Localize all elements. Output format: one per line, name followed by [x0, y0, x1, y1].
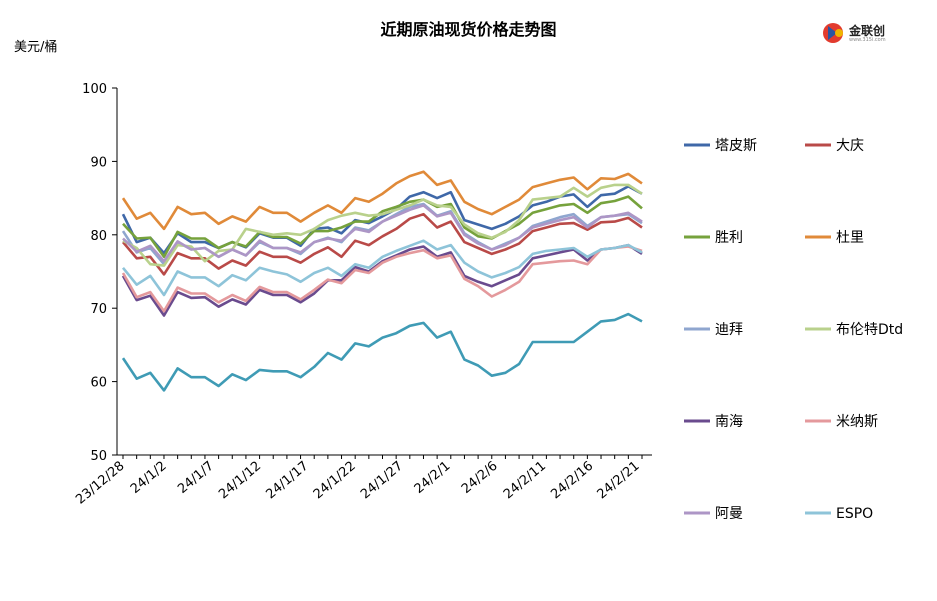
brand-logo: 金联创 www.315i.com: [822, 20, 902, 48]
series-line-9: [121, 239, 643, 297]
chart-series-lines: [121, 170, 643, 392]
series-line-5: [122, 183, 643, 267]
series-line-2: [122, 195, 643, 259]
x-tick-label: 24/2/21: [595, 459, 643, 503]
brand-logo-sub: www.315i.com: [849, 37, 886, 43]
x-tick-label: 24/2/1: [412, 459, 454, 497]
legend-label-0: 塔皮斯: [715, 138, 757, 154]
brand-logo-icon: [823, 23, 843, 43]
legend-label-2: 胜利: [715, 230, 743, 246]
x-tick-label: 24/1/12: [216, 459, 264, 503]
series-line-7: [121, 245, 643, 313]
x-tick-label: 24/1/27: [358, 459, 406, 503]
series-line-3: [121, 170, 643, 231]
y-tick-label: 70: [90, 302, 107, 317]
series-line-6: [121, 243, 643, 317]
legend-label-9: ESPO: [836, 506, 873, 522]
x-tick-label: 23/12/28: [73, 459, 127, 508]
y-tick-label: 90: [90, 155, 107, 170]
x-tick-label: 24/1/22: [311, 459, 359, 503]
legend-label-3: 杜里: [836, 230, 864, 246]
y-tick-label: 100: [82, 82, 107, 97]
x-tick-label: 24/1/17: [263, 459, 311, 503]
y-tick-label: 80: [90, 229, 107, 244]
y-tick-label: 60: [90, 376, 107, 391]
legend-label-8: 阿曼: [715, 506, 743, 522]
y-axis-unit-label: 美元/桶: [14, 40, 58, 55]
x-tick-label: 24/2/11: [501, 459, 549, 503]
series-line-8: [122, 204, 643, 263]
legend-label-5: 布伦特Dtd: [836, 322, 903, 338]
series-line-10: [121, 312, 643, 392]
x-tick-label: 24/1/7: [175, 459, 217, 497]
x-tick-label: 24/2/16: [548, 459, 596, 503]
y-tick-label: 50: [90, 449, 107, 464]
legend-label-7: 米纳斯: [836, 414, 878, 430]
legend-label-1: 大庆: [836, 138, 864, 154]
x-tick-label: 24/1/2: [128, 459, 170, 497]
legend-label-6: 南海: [715, 414, 743, 430]
chart-axes: 50 60 70 80 90 100 23/12/28 24/1/2 24/1/7 24/1/12…: [73, 82, 652, 508]
chart-title: 近期原油现货价格走势图: [380, 20, 557, 39]
series-line-1: [122, 212, 643, 276]
brand-logo-text: 金联创: [849, 24, 886, 38]
legend-label-4: 迪拜: [715, 322, 743, 338]
x-tick-label: 24/2/6: [459, 459, 501, 497]
